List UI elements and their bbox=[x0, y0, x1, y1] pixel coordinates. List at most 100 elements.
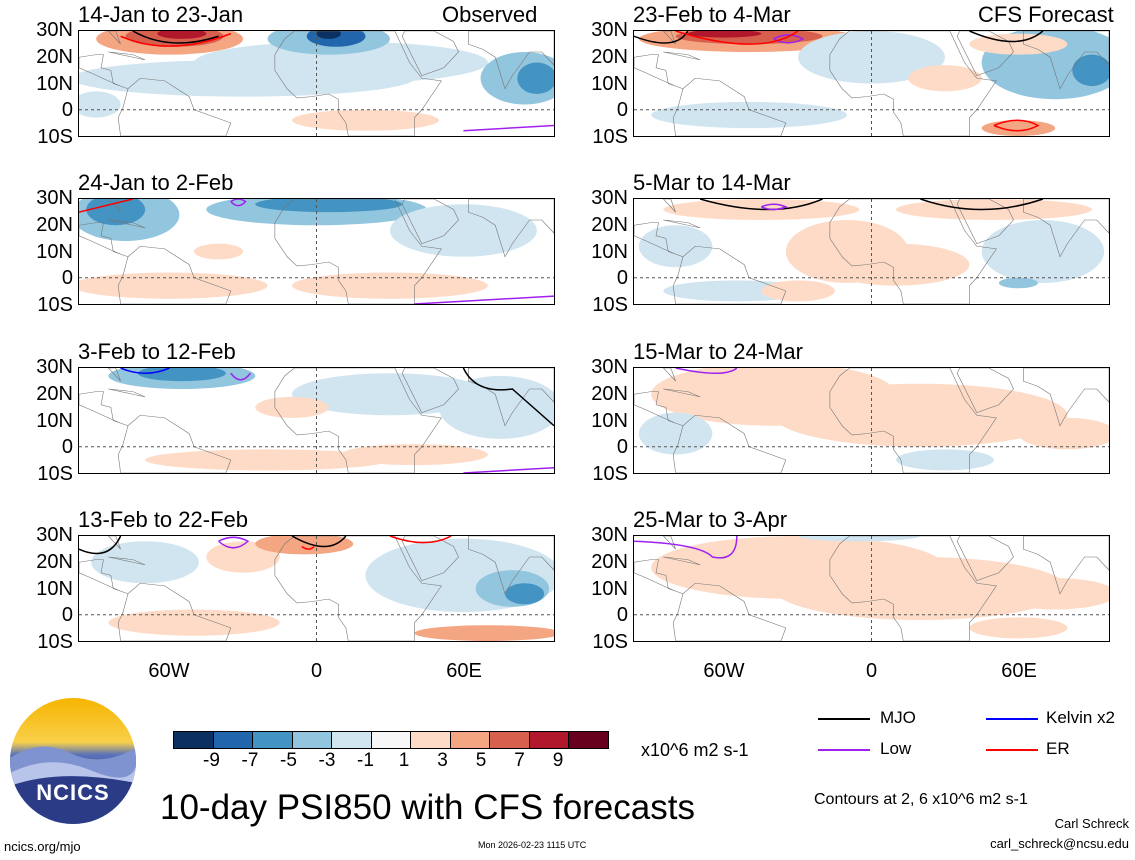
email[interactable]: carl_schreck@ncsu.edu bbox=[990, 836, 1129, 851]
coastline bbox=[402, 199, 458, 244]
wave-contour bbox=[463, 368, 554, 426]
panel-title: 24-Jan to 2-Feb bbox=[78, 170, 234, 195]
colorbar-label: -1 bbox=[357, 750, 374, 771]
lat-label: 10S bbox=[37, 294, 73, 316]
coastline bbox=[79, 223, 128, 257]
anomaly-region bbox=[206, 541, 280, 573]
lat-label: 20N bbox=[36, 382, 73, 405]
map-panel bbox=[633, 367, 1110, 474]
colorbar-swatch bbox=[213, 732, 253, 748]
coastline bbox=[468, 368, 554, 426]
lat-label: 0 bbox=[616, 267, 628, 290]
coastline bbox=[673, 78, 786, 136]
colorbar-label: -9 bbox=[203, 750, 220, 771]
lat-label: 20N bbox=[591, 550, 628, 573]
wave-contour bbox=[414, 296, 554, 304]
legend-mjo-line bbox=[818, 718, 870, 720]
map-panel bbox=[78, 367, 555, 474]
panel-title: 14-Jan to 23-Jan bbox=[78, 2, 244, 27]
lon-label: 60E bbox=[446, 660, 482, 682]
map-panel bbox=[633, 30, 1110, 137]
ncics-logo: NCICS bbox=[10, 698, 136, 824]
coastline bbox=[118, 415, 231, 473]
coastline bbox=[673, 415, 786, 473]
anomaly-region bbox=[194, 41, 488, 84]
coastline bbox=[468, 536, 554, 594]
colorbar-swatch bbox=[529, 732, 569, 748]
coastline bbox=[108, 368, 120, 381]
legend-kelvin-line bbox=[986, 718, 1038, 720]
wave-contour bbox=[774, 35, 803, 43]
lat-label: 20N bbox=[36, 45, 73, 68]
coastline bbox=[275, 199, 441, 304]
lat-label: 0 bbox=[61, 267, 73, 290]
legend-er: ER bbox=[1046, 739, 1070, 758]
coastline bbox=[830, 536, 996, 641]
lat-label: 10N bbox=[591, 409, 628, 432]
coastline bbox=[663, 389, 700, 397]
anomaly-region bbox=[908, 65, 982, 92]
anomaly-region bbox=[773, 383, 1068, 447]
legend-er-line bbox=[986, 749, 1038, 751]
lat-label: 30N bbox=[36, 187, 73, 209]
lat-label: 10S bbox=[37, 463, 73, 485]
lat-label: 30N bbox=[36, 19, 73, 41]
anomaly-region bbox=[969, 617, 1068, 639]
site-link[interactable]: ncics.org/mjo bbox=[4, 839, 81, 854]
coastline bbox=[663, 557, 700, 565]
coastline bbox=[108, 199, 120, 212]
legend-low: Low bbox=[880, 739, 912, 758]
colorbar-swatch bbox=[569, 732, 608, 748]
coastline bbox=[663, 31, 675, 44]
map-svg bbox=[79, 199, 554, 304]
anomaly-region bbox=[651, 101, 848, 129]
panel-title: 15-Mar to 24-Mar bbox=[633, 339, 803, 364]
coastline bbox=[402, 31, 458, 76]
anomaly-region bbox=[998, 277, 1038, 289]
wave-contour bbox=[133, 31, 219, 43]
lat-label: 10N bbox=[36, 409, 73, 432]
coastline bbox=[663, 52, 700, 60]
panel-title: 5-Mar to 14-Mar bbox=[633, 170, 791, 195]
coastline bbox=[118, 246, 231, 304]
map-panel bbox=[633, 535, 1110, 642]
wave-contour bbox=[302, 547, 314, 550]
anomaly-region bbox=[438, 375, 554, 439]
wave-contour bbox=[231, 199, 246, 206]
wave-contour bbox=[920, 199, 1042, 210]
anomaly-region bbox=[292, 373, 488, 416]
lat-label: 10N bbox=[591, 72, 628, 95]
anomaly-region bbox=[108, 609, 280, 636]
anomaly-region bbox=[687, 31, 762, 38]
anomaly-region bbox=[157, 31, 207, 39]
map-panel bbox=[633, 198, 1110, 305]
wave-contour bbox=[463, 468, 554, 473]
map-svg bbox=[634, 199, 1109, 304]
coastline bbox=[830, 31, 996, 136]
legend-mjo: MJO bbox=[880, 708, 916, 727]
colorbar-label: 1 bbox=[398, 750, 410, 771]
coastline bbox=[957, 536, 1013, 581]
lat-label: 20N bbox=[36, 550, 73, 573]
lat-label: 10N bbox=[36, 240, 73, 263]
colorbar-label: 5 bbox=[475, 750, 487, 771]
coastline bbox=[275, 31, 441, 136]
coastline bbox=[1023, 368, 1109, 426]
coastline bbox=[663, 199, 675, 212]
coastline bbox=[79, 55, 128, 89]
coastline bbox=[79, 392, 128, 426]
anomaly-region bbox=[86, 199, 146, 226]
lat-label: 30N bbox=[36, 524, 73, 546]
coastline bbox=[108, 31, 120, 44]
anomaly-region bbox=[316, 31, 341, 39]
colorbar-label: 7 bbox=[514, 750, 525, 771]
legend-kelvin: Kelvin x2 bbox=[1046, 708, 1115, 727]
lat-label: 20N bbox=[36, 213, 73, 236]
colorbar-swatch bbox=[371, 732, 411, 748]
wave-contour bbox=[292, 536, 346, 547]
anomaly-region bbox=[638, 412, 713, 455]
coastline bbox=[402, 536, 458, 581]
lat-label: 10N bbox=[591, 577, 628, 600]
anomaly-region bbox=[91, 541, 199, 584]
